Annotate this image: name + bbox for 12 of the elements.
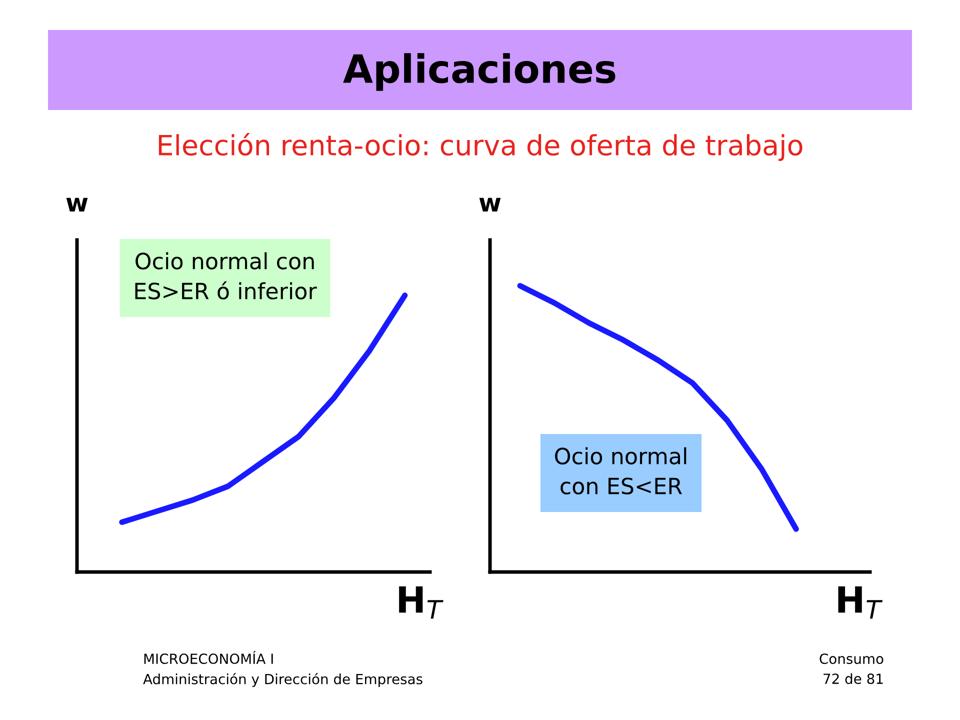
text: MICROECONOMÍA I: [144, 650, 273, 664]
text: Consumo: [820, 654, 884, 664]
text: Administración y Dirección de Empresas: [143, 673, 422, 687]
y-axis-title: w: [479, 198, 501, 212]
annotation: Ocio normal con ES<ER: [555, 447, 686, 494]
chart-title: Aplicaciones: [343, 53, 616, 91]
x-axis-title: H$_{T}$: [838, 586, 883, 619]
y-axis-title: w: [66, 198, 88, 212]
chart-subtitle: Elección renta-ocio: curva de oferta de trabajo: [158, 133, 802, 161]
annotation: Ocio normal con ES>ER ó inferior: [135, 252, 317, 300]
x-axis-title: H$_{T}$: [399, 586, 444, 619]
text: 72 de 81: [824, 673, 883, 684]
